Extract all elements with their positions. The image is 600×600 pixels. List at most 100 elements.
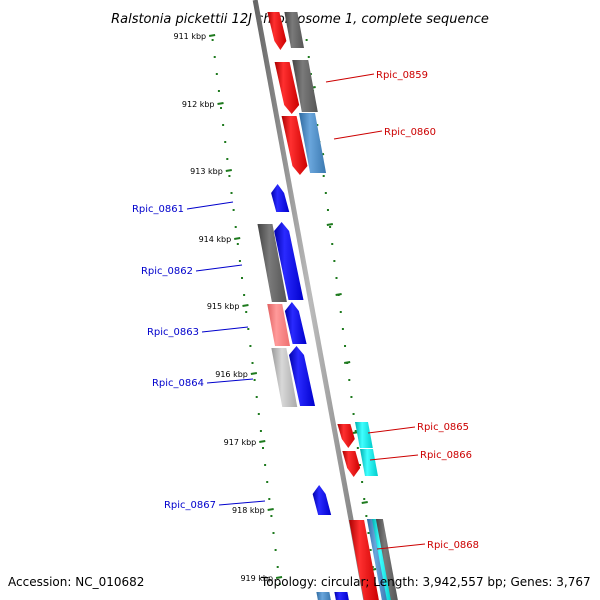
ruler-dot: [276, 566, 279, 568]
gene-feature: [312, 485, 332, 515]
ruler-dot: [236, 243, 239, 245]
gene-label-rpic-0862[interactable]: Rpic_0862: [141, 266, 193, 277]
ruler-dot: [326, 209, 329, 211]
ruler-dot: [307, 56, 310, 58]
ruler-dot: [333, 260, 336, 262]
ruler-dot: [262, 447, 265, 449]
ruler-dot: [358, 464, 361, 466]
ruler-dot: [341, 328, 344, 330]
ruler-dot: [352, 413, 355, 415]
ruler-dot: [245, 311, 248, 313]
gene-feature: [267, 12, 287, 50]
ruler-tick-label: 918 kbp: [232, 506, 265, 515]
ruler-dot: [356, 447, 359, 449]
ruler-tick: [335, 293, 342, 296]
ruler-dot: [268, 498, 271, 500]
gene-features: [257, 12, 398, 600]
ruler-left-track: [211, 39, 281, 585]
gene-feature: [375, 519, 398, 600]
ruler-tick-label: 913 kbp: [190, 167, 223, 176]
gene-feature: [284, 12, 305, 48]
gene-label-rpic-0868[interactable]: Rpic_0868: [427, 540, 479, 551]
gene-label-rpic-0867[interactable]: Rpic_0867: [164, 500, 216, 511]
ruler-dot: [348, 379, 351, 381]
ruler-tick: [343, 361, 351, 364]
ruler-tick: [242, 304, 249, 307]
gene-feature: [359, 449, 378, 476]
genome-backbone: [252, 0, 369, 600]
gene-feature: [284, 302, 307, 344]
ruler-dot: [230, 192, 233, 194]
gene-feature: [271, 348, 298, 407]
gene-label-rpic-0864[interactable]: Rpic_0864: [152, 378, 204, 389]
ruler-tick-label: 912 kbp: [182, 100, 215, 109]
ruler-dot: [274, 549, 277, 551]
ruler-dot: [251, 362, 254, 364]
ruler-dot: [264, 464, 267, 466]
gene-feature: [316, 592, 331, 600]
gene-leader-line: [195, 264, 243, 272]
ruler-dot: [335, 277, 338, 279]
ruler-dot: [367, 532, 370, 534]
ruler-dot: [309, 73, 312, 75]
gene-feature: [337, 424, 355, 448]
ruler-dot: [211, 39, 214, 41]
ruler-dot: [270, 515, 273, 517]
ruler-tick-label: 911 kbp: [174, 32, 207, 41]
gene-leader-line: [206, 378, 254, 384]
gene-feature: [349, 520, 379, 600]
gene-label-rpic-0866[interactable]: Rpic_0866: [420, 450, 472, 461]
gene-feature: [299, 113, 327, 173]
ruler-dot: [232, 209, 235, 211]
ruler-dot: [215, 73, 218, 75]
ruler-dot: [217, 90, 220, 92]
ruler-tick: [225, 169, 232, 172]
gene-feature: [281, 116, 308, 175]
gene-feature: [292, 60, 318, 112]
ruler-dot: [316, 124, 319, 126]
gene-feature: [366, 519, 388, 600]
gene-label-rpic-0860[interactable]: Rpic_0860: [384, 127, 436, 138]
ruler-dot: [224, 141, 227, 143]
ruler-tick-label: 914 kbp: [199, 235, 232, 244]
ruler-tick: [234, 237, 241, 240]
ruler-tick-label: 919 kbp: [240, 574, 273, 583]
ruler-dot: [266, 481, 269, 483]
ruler-dot: [354, 430, 357, 432]
gene-leader-line: [367, 426, 416, 434]
gene-label-rpic-0859[interactable]: Rpic_0859: [376, 70, 428, 81]
ruler-dot: [369, 549, 372, 551]
ruler-dot: [234, 226, 237, 228]
ruler-dot: [220, 107, 223, 109]
gene-leader-line: [333, 130, 383, 140]
gene-feature: [257, 224, 287, 302]
ruler-dot: [324, 192, 327, 194]
ruler-dot: [249, 345, 252, 347]
ruler-tick: [250, 372, 258, 375]
gene-feature: [355, 422, 373, 448]
gene-feature: [288, 346, 316, 406]
ruler-dot: [272, 532, 275, 534]
ruler-tick: [326, 223, 334, 226]
ruler-dot: [329, 226, 332, 228]
gene-leader-line: [376, 543, 426, 550]
ruler-dot: [322, 175, 325, 177]
ruler-dot: [331, 243, 334, 245]
ruler-dot: [259, 430, 262, 432]
gene-leader-line: [201, 326, 249, 333]
ruler-dot: [241, 277, 244, 279]
ruler-dot: [255, 396, 258, 398]
gene-label-rpic-0865[interactable]: Rpic_0865: [417, 422, 469, 433]
ruler-dot: [243, 294, 246, 296]
summary-text: Topology: circular; Length: 3,942,557 bp…: [260, 575, 591, 589]
gene-leader-line: [186, 201, 234, 210]
gene-leader-line: [325, 73, 375, 83]
ruler-dot: [363, 498, 366, 500]
gene-label-rpic-0863[interactable]: Rpic_0863: [147, 327, 199, 338]
ruler-dot: [361, 481, 364, 483]
ruler-dot: [228, 175, 231, 177]
gene-label-rpic-0861[interactable]: Rpic_0861: [132, 204, 184, 215]
ruler-dot: [350, 396, 353, 398]
accession-text: Accession: NC_010682: [8, 575, 144, 589]
